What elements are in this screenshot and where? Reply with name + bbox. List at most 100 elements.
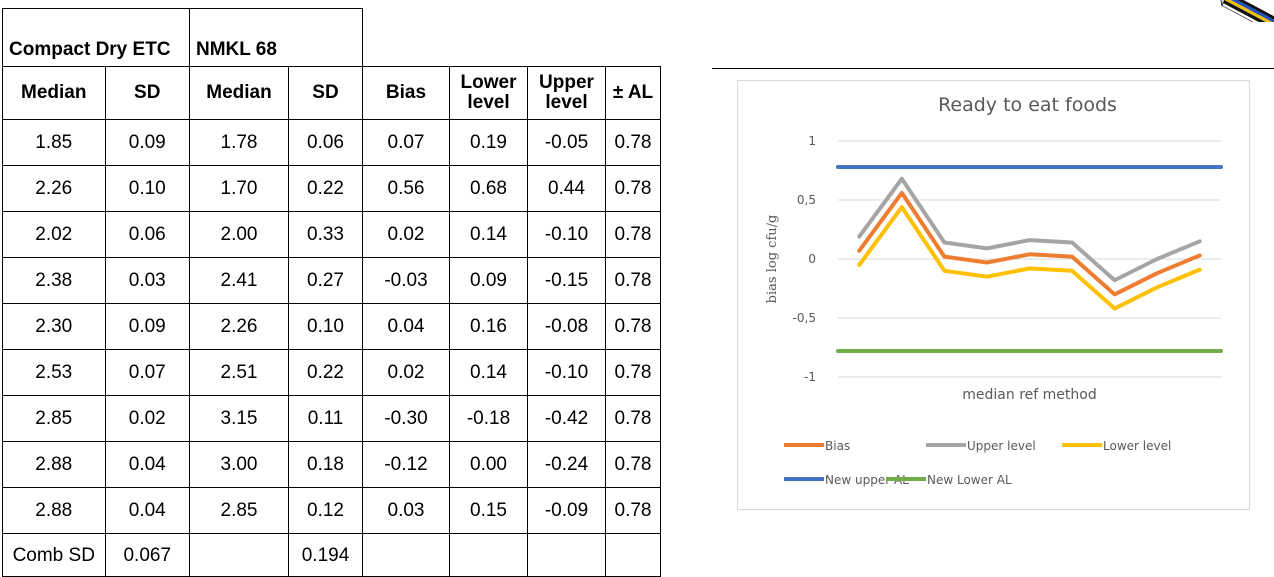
series-line-bias: [857, 190, 1202, 297]
table-cell: -0.03: [362, 257, 450, 304]
table-cell: -0.15: [527, 257, 606, 304]
table-cell: 2.38: [2, 257, 106, 304]
table-cell: 2.26: [188, 303, 290, 350]
legend-label: Upper level: [967, 439, 1036, 453]
table-cell: -0.42: [527, 395, 606, 442]
series-line-lower-level: [857, 205, 1202, 311]
table-cell: 1.70: [188, 165, 290, 212]
col-header: Upper level: [527, 66, 606, 120]
table-cell: 0.09: [104, 303, 190, 350]
table-cell: 0.27: [288, 257, 363, 304]
table-cell: 0.09: [449, 257, 528, 304]
table-cell: 0.78: [605, 441, 661, 488]
table-cell: -0.30: [362, 395, 450, 442]
table-cell: 0.00: [449, 441, 528, 488]
table-row: 2.88 0.04 2.85 0.12 0.03 0.15 -0.09 0.78: [2, 487, 661, 534]
table-cell: 0.10: [104, 165, 190, 212]
results-table: Compact Dry ETC NMKL 68 Median SD Median…: [2, 8, 661, 577]
group-header-nmkl: NMKL 68: [189, 8, 363, 67]
col-header: Lower level: [449, 66, 528, 120]
table-row: 1.85 0.09 1.78 0.06 0.07 0.19 -0.05 0.78: [2, 119, 661, 166]
table-cell: -0.08: [527, 303, 606, 350]
col-header: Median: [2, 66, 106, 120]
y-tick-label: 1: [808, 134, 816, 148]
table-cell: 2.88: [2, 487, 106, 534]
table-cell: 0.14: [449, 211, 528, 258]
col-header: ± AL: [605, 66, 661, 120]
table-cell: 2.88: [2, 441, 106, 488]
x-axis-label: median ref method: [962, 387, 1096, 403]
table-cell: 0.78: [605, 165, 661, 212]
table-cell: 0.78: [605, 257, 661, 304]
y-tick-label: 0,5: [797, 193, 816, 207]
table-row: 2.38 0.03 2.41 0.27 -0.03 0.09 -0.15 0.78: [2, 257, 661, 304]
table-cell: 3.15: [188, 395, 290, 442]
table-cell: 0.33: [288, 211, 363, 258]
table-cell: -0.24: [527, 441, 606, 488]
table-cell: 2.02: [2, 211, 106, 258]
table-cell: 0.04: [104, 487, 190, 534]
table-cell: 0.78: [605, 349, 661, 396]
table-cell: 0.78: [605, 119, 661, 166]
table-cell: -0.12: [362, 441, 450, 488]
table-cell: 0.09: [104, 119, 190, 166]
table-row: 2.30 0.09 2.26 0.10 0.04 0.16 -0.08 0.78: [2, 303, 661, 350]
y-tick-label: 0: [808, 252, 816, 266]
comb-sd-value-1: 0.067: [104, 533, 190, 577]
legend-label: Bias: [825, 439, 850, 453]
table-cell: -0.10: [527, 211, 606, 258]
table-cell: 0.02: [104, 395, 190, 442]
legend-label: New upper AL: [825, 473, 909, 487]
table-cell: 0.78: [605, 211, 661, 258]
table-cell: 0.16: [449, 303, 528, 350]
table-cell: 0.11: [288, 395, 363, 442]
table-cell: 0.22: [288, 349, 363, 396]
table-cell: 0.02: [362, 211, 450, 258]
table-cell: 0.78: [605, 303, 661, 350]
comb-sd-value-2: 0.194: [288, 533, 363, 577]
table-cell: 0.56: [362, 165, 450, 212]
group-header-compact-dry: Compact Dry ETC: [2, 8, 190, 67]
table-row: 2.26 0.10 1.70 0.22 0.56 0.68 0.44 0.78: [2, 165, 661, 212]
column-header-row: Median SD Median SD Bias Lower level Upp…: [2, 66, 661, 120]
group-header-row: Compact Dry ETC NMKL 68: [2, 8, 661, 67]
table-cell: -0.10: [527, 349, 606, 396]
table-cell: 0.78: [605, 395, 661, 442]
table-cell: -0.05: [527, 119, 606, 166]
table-cell: 2.51: [188, 349, 290, 396]
table-row: 2.53 0.07 2.51 0.22 0.02 0.14 -0.10 0.78: [2, 349, 661, 396]
legend-label: New Lower AL: [927, 473, 1012, 487]
y-tick-label: -1: [804, 370, 816, 384]
col-header: Bias: [362, 66, 450, 120]
table-cell: 1.85: [2, 119, 106, 166]
comb-sd-row: Comb SD 0.067 0.194: [2, 533, 661, 577]
y-axis-label: bias log cfu/g: [765, 215, 780, 304]
table-cell: 0.22: [288, 165, 363, 212]
table-cell: 0.10: [288, 303, 363, 350]
table-cell: 2.85: [188, 487, 290, 534]
table-cell: 0.03: [362, 487, 450, 534]
table-cell: 3.00: [188, 441, 290, 488]
series-line-upper-level: [857, 176, 1202, 283]
table-cell: 2.53: [2, 349, 106, 396]
table-row: 2.85 0.02 3.15 0.11 -0.30 -0.18 -0.42 0.78: [2, 395, 661, 442]
table-cell: 0.07: [362, 119, 450, 166]
col-header: Median: [188, 66, 290, 120]
table-cell: 0.04: [104, 441, 190, 488]
header-rule-line: [712, 68, 1274, 69]
table-cell: -0.09: [527, 487, 606, 534]
table-cell: 0.19: [449, 119, 528, 166]
line-chart: Ready to eat foods 1 0,5 0 -0,5 -1 bias log cf…: [765, 94, 1223, 487]
table-cell: 0.44: [527, 165, 606, 212]
table-cell: 2.85: [2, 395, 106, 442]
table-cell: 0.15: [449, 487, 528, 534]
col-header: SD: [104, 66, 190, 120]
comb-sd-label: Comb SD: [2, 533, 106, 577]
col-header: SD: [288, 66, 363, 120]
table-cell: 0.02: [362, 349, 450, 396]
chart-title: Ready to eat foods: [938, 94, 1117, 116]
table-cell: 1.78: [188, 119, 290, 166]
table-cell: 0.68: [449, 165, 528, 212]
table-cell: 0.04: [362, 303, 450, 350]
table-cell: 0.07: [104, 349, 190, 396]
